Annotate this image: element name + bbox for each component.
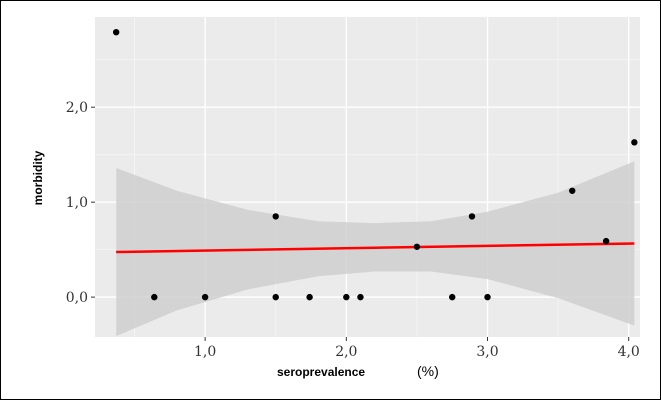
x-tick-label: 1,0 (194, 344, 216, 360)
y-axis-ticks: 0,0 1,0 2,0 (66, 100, 95, 306)
x-axis-ticks: 1,0 2,0 3,0 4,0 (194, 337, 640, 360)
data-point (201, 293, 209, 301)
y-tick-label: 2,0 (66, 100, 88, 116)
data-point (602, 237, 610, 245)
data-point (112, 28, 120, 36)
data-point (569, 187, 576, 194)
data-point (468, 213, 476, 220)
regression-line (116, 242, 635, 254)
data-point (343, 293, 350, 301)
data-point (449, 293, 456, 301)
data-point (306, 293, 313, 301)
y-tick-label: 0,0 (66, 290, 88, 306)
y-tick-label: 1,0 (66, 195, 88, 211)
data-point (272, 293, 279, 301)
data-point (484, 293, 491, 301)
x-tick-label: 2,0 (335, 344, 357, 360)
data-point (631, 139, 638, 146)
y-axis-label: morbidity (31, 150, 45, 205)
x-axis-label: seroprevalence (277, 365, 365, 379)
data-points (112, 28, 638, 301)
data-point (151, 293, 158, 301)
x-tick-label: 3,0 (476, 344, 498, 360)
data-point (272, 213, 279, 220)
data-point (357, 293, 364, 301)
x-tick-label: 4,0 (618, 344, 640, 360)
x-axis-unit: (%) (417, 363, 439, 379)
data-point (413, 243, 421, 250)
